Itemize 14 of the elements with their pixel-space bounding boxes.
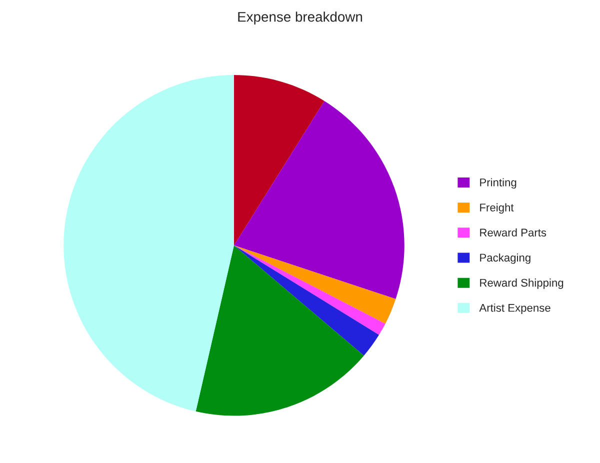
pie-slice — [234, 245, 379, 356]
pie-slice — [196, 245, 364, 416]
legend-label: Freight — [480, 203, 514, 214]
pie-slice — [234, 245, 396, 324]
legend-label: Artist Expense — [479, 304, 550, 314]
legend-label: Packaging — [480, 253, 530, 264]
legend-label: Reward Shipping — [480, 278, 564, 289]
legend-label: Reward Parts — [480, 228, 546, 237]
legend-label: Printing — [480, 178, 516, 189]
chart-title: Expense breakdown — [238, 12, 362, 25]
pie-slice — [64, 75, 234, 412]
pie-slice — [234, 245, 386, 335]
pie-slice — [234, 100, 404, 300]
pie-slice — [234, 75, 324, 246]
